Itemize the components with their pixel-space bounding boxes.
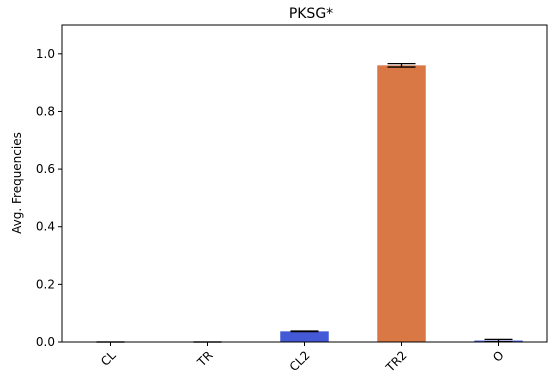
x-tick-label-cl2: CL2 [287,348,313,374]
error-bar-tr2 [387,62,416,68]
error-bars-group [96,62,513,343]
bars-group [280,65,523,342]
y-tick-label: 0.4 [36,220,55,234]
y-tick-label: 0.2 [36,277,55,291]
y-axis-label: Avg. Frequencies [10,132,24,234]
bar-cl2 [280,331,329,342]
plot-frame [61,24,548,343]
x-tick-label-tr2: TR2 [383,348,410,375]
bar-tr2 [377,65,426,342]
x-tick-label-cl: CL [98,348,119,369]
y-tick-label: 0.0 [36,335,55,349]
chart-title: PKSG* [289,6,333,22]
y-tick-label: 0.8 [36,104,55,118]
y-ticks-group: 0.0 0.2 0.4 0.6 0.8 1.0 [36,47,62,349]
x-ticks-group: CL TR CL2 TR2 O [98,342,507,375]
y-tick-label: 0.6 [36,162,55,176]
y-tick-label: 1.0 [36,47,55,61]
error-bar-cl2 [290,330,319,333]
x-tick-label-tr: TR [194,348,216,370]
x-tick-label-o: O [490,348,507,365]
